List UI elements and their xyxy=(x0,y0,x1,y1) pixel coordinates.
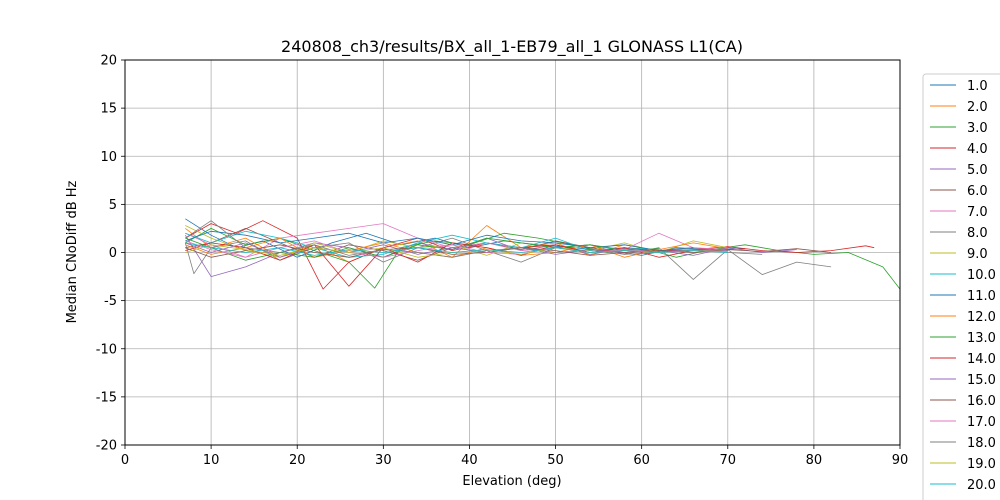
legend-label: 17.0 xyxy=(967,415,996,430)
legend-label: 13.0 xyxy=(967,331,996,346)
legend-label: 10.0 xyxy=(967,268,996,283)
legend-label: 8.0 xyxy=(967,226,988,241)
y-axis-label: Median CNoDiff dB Hz xyxy=(65,180,80,323)
x-tick-label: 80 xyxy=(806,453,823,468)
x-tick-label: 90 xyxy=(892,453,909,468)
y-tick-label: -5 xyxy=(104,294,117,309)
x-tick-label: 40 xyxy=(461,453,478,468)
legend-label: 1.0 xyxy=(967,79,988,94)
y-tick-label: 10 xyxy=(100,150,117,165)
x-tick-label: 60 xyxy=(633,453,650,468)
x-tick-label: 0 xyxy=(121,453,129,468)
x-tick-label: 20 xyxy=(289,453,306,468)
y-tick-label: 5 xyxy=(109,198,117,213)
series-line-14.0 xyxy=(185,242,694,287)
y-tick-label: 20 xyxy=(100,54,117,69)
legend-label: 7.0 xyxy=(967,205,988,220)
x-tick-label: 30 xyxy=(375,453,392,468)
x-tick-label: 70 xyxy=(720,453,737,468)
legend-box xyxy=(922,73,1000,500)
x-tick-label: 10 xyxy=(203,453,220,468)
y-tick-label: -20 xyxy=(96,439,117,454)
series-line-11.0 xyxy=(185,230,694,252)
series-line-16.0 xyxy=(185,244,832,258)
series-line-20.0 xyxy=(185,242,728,256)
legend-label: 18.0 xyxy=(967,436,996,451)
legend: 1.0 2.0 3.0 4.0 5.0 6.0 7.0 8.0 9.0 10.0 11.0 12.0 1… xyxy=(922,73,1000,500)
legend-label: 4.0 xyxy=(967,142,988,157)
legend-label: 15.0 xyxy=(967,373,996,388)
y-tick-label: 0 xyxy=(109,246,117,261)
y-axis-ticks: -20 -15 -10 -5 0 5 10 15 20 xyxy=(96,54,125,454)
legend-label: 2.0 xyxy=(967,100,988,115)
chart-title: 240808_ch3/results/BX_all_1-EB79_all_1 G… xyxy=(281,37,743,57)
legend-label: 20.0 xyxy=(967,478,996,493)
legend-label: 3.0 xyxy=(967,121,988,136)
legend-label: 14.0 xyxy=(967,352,996,367)
x-axis-ticks: 0 10 20 30 40 50 60 70 80 90 xyxy=(121,445,908,468)
legend-items: 1.0 2.0 3.0 4.0 5.0 6.0 7.0 8.0 9.0 10.0 11.0 12.0 1… xyxy=(930,79,996,493)
legend-label: 16.0 xyxy=(967,394,996,409)
legend-label: 19.0 xyxy=(967,457,996,472)
x-axis-label: Elevation (deg) xyxy=(462,474,561,489)
legend-label: 5.0 xyxy=(967,163,988,178)
y-tick-label: -15 xyxy=(96,390,117,405)
y-tick-label: 15 xyxy=(100,102,117,117)
legend-label: 9.0 xyxy=(967,247,988,262)
legend-label: 6.0 xyxy=(967,184,988,199)
y-tick-label: -10 xyxy=(96,342,117,357)
series-line-13.0 xyxy=(185,237,659,261)
x-tick-label: 50 xyxy=(547,453,564,468)
legend-label: 11.0 xyxy=(967,289,996,304)
series-lines xyxy=(184,218,901,290)
legend-label: 12.0 xyxy=(967,310,996,325)
